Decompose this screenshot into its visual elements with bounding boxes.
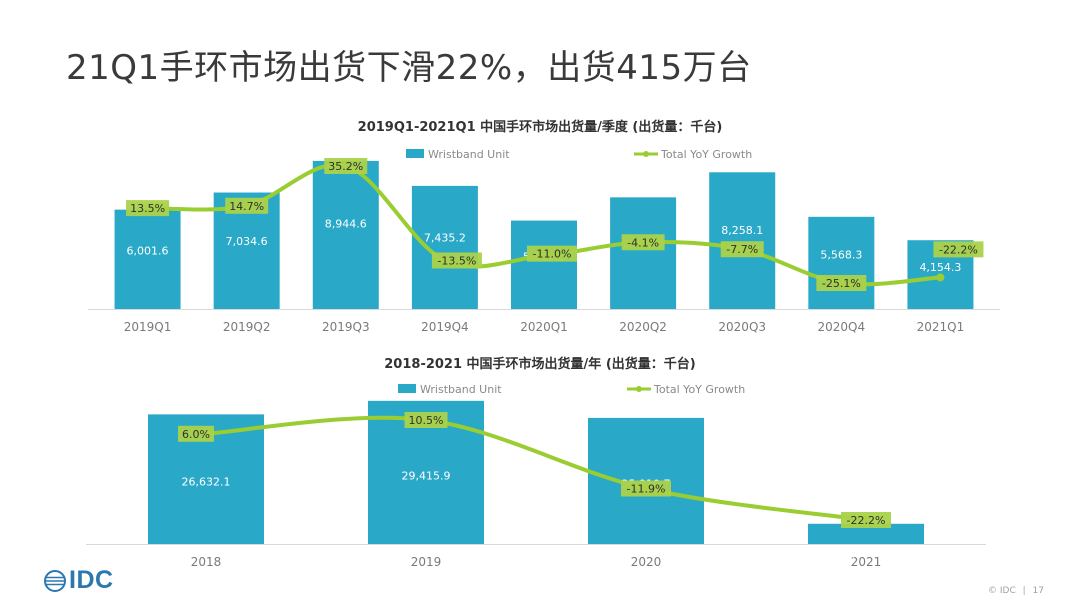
growth-label-box xyxy=(816,275,867,291)
x-tick-label: 2021Q1 xyxy=(917,320,965,334)
growth-label: -7.7% xyxy=(726,243,758,256)
bar-value-label: 6,001.6 xyxy=(127,244,169,257)
bar xyxy=(511,220,577,309)
quarterly-shipments-chart: 2019Q1-2021Q1 中国手环市场出货量/季度 (出货量：千台) Wrist… xyxy=(88,119,1000,334)
logo-text: IDC xyxy=(69,566,114,594)
x-tick-label: 2019Q3 xyxy=(322,320,370,334)
growth-label: 10.5% xyxy=(409,414,444,427)
legend-line-marker xyxy=(636,386,642,392)
growth-label: -25.1% xyxy=(822,277,861,290)
bar-value-label: 7,034.6 xyxy=(226,235,268,248)
footer: © IDC | 17 xyxy=(984,586,1044,596)
bar-value-label: 4,154.3 xyxy=(919,261,961,274)
x-tick-label: 2019Q2 xyxy=(223,320,271,334)
idc-logo: IDC xyxy=(44,566,114,595)
bar xyxy=(808,523,924,544)
bar xyxy=(411,185,478,309)
x-tick-label: 2020Q2 xyxy=(619,320,667,334)
legend-line-marker xyxy=(643,151,649,157)
chart-legend: Wristband Unit Total YoY Growth xyxy=(398,383,745,396)
growth-label-box xyxy=(126,200,170,217)
growth-label-box xyxy=(933,241,984,258)
globe-icon xyxy=(44,569,66,592)
growth-label: -11.0% xyxy=(533,248,572,261)
growth-label: -22.2% xyxy=(939,243,978,256)
x-tick-label: 2019 xyxy=(411,555,442,569)
bar-value-label: 4,154.3 xyxy=(845,547,887,560)
bar-value-label: 26,632.1 xyxy=(182,476,231,489)
legend-line-label: Total YoY Growth xyxy=(660,148,752,161)
legend-bar-swatch xyxy=(398,384,416,393)
growth-line xyxy=(204,415,868,522)
chart-title: 2018-2021 中国手环市场出货量/年 (出货量：千台) xyxy=(384,356,695,372)
bar-value-label: 5,568.3 xyxy=(820,248,862,261)
growth-label: 14.7% xyxy=(229,200,264,213)
x-tick-label: 2020Q1 xyxy=(520,320,568,334)
bar-value-label: 8,258.1 xyxy=(721,224,763,237)
page-number: 17 xyxy=(1032,586,1044,596)
growth-label: 35.2% xyxy=(328,160,363,173)
legend-bar-swatch xyxy=(406,149,424,158)
growth-label: 6.0% xyxy=(182,428,210,441)
bar-value-label: 7,435.2 xyxy=(424,231,466,244)
chart-legend: Wristband Unit Total YoY Growth xyxy=(406,148,752,161)
growth-label-box xyxy=(621,234,665,251)
annual-shipments-chart: 2018-2021 中国手环市场出货量/年 (出货量：千台) Wristband … xyxy=(86,356,986,569)
growth-label-box xyxy=(431,252,482,269)
bar-value-label: 29,415.9 xyxy=(402,470,451,483)
x-tick-label: 2020Q4 xyxy=(818,320,866,334)
legend-bar-label: Wristband Unit xyxy=(428,148,510,161)
bar-value-label: 8,944.6 xyxy=(325,218,367,231)
footer-copyright: © IDC xyxy=(988,586,1016,596)
growth-label-box xyxy=(178,425,214,442)
slide-title: 21Q1手环市场出货下滑22%，出货415万台 xyxy=(66,48,752,88)
footer-separator: | xyxy=(1022,586,1026,596)
growth-label: -13.5% xyxy=(437,254,476,267)
growth-label-box xyxy=(621,480,671,497)
bar xyxy=(709,172,776,309)
growth-label: -22.2% xyxy=(847,514,886,527)
growth-label-box xyxy=(720,241,764,258)
x-tick-label: 2020 xyxy=(631,555,662,569)
chart-title: 2019Q1-2021Q1 中国手环市场出货量/季度 (出货量：千台) xyxy=(358,119,723,135)
growth-label: -11.9% xyxy=(627,483,666,496)
legend-line-label: Total YoY Growth xyxy=(653,383,745,396)
growth-label: -4.1% xyxy=(627,236,659,249)
legend-bar-label: Wristband Unit xyxy=(420,383,502,396)
bar xyxy=(808,216,875,309)
growth-label-box xyxy=(527,245,577,262)
growth-label-box xyxy=(225,197,269,214)
bar xyxy=(114,209,181,309)
x-tick-label: 2020Q3 xyxy=(718,320,766,334)
bar xyxy=(610,197,677,309)
growth-label: 13.5% xyxy=(130,202,165,215)
x-tick-label: 2019Q1 xyxy=(124,320,172,334)
bar xyxy=(312,160,379,309)
x-tick-label: 2018 xyxy=(191,555,222,569)
growth-label-box xyxy=(324,158,368,174)
x-tick-label: 2021 xyxy=(851,555,882,569)
x-tick-label: 2019Q4 xyxy=(421,320,469,334)
growth-label-box xyxy=(841,512,891,528)
growth-point xyxy=(936,273,945,282)
growth-label-box xyxy=(404,412,448,428)
